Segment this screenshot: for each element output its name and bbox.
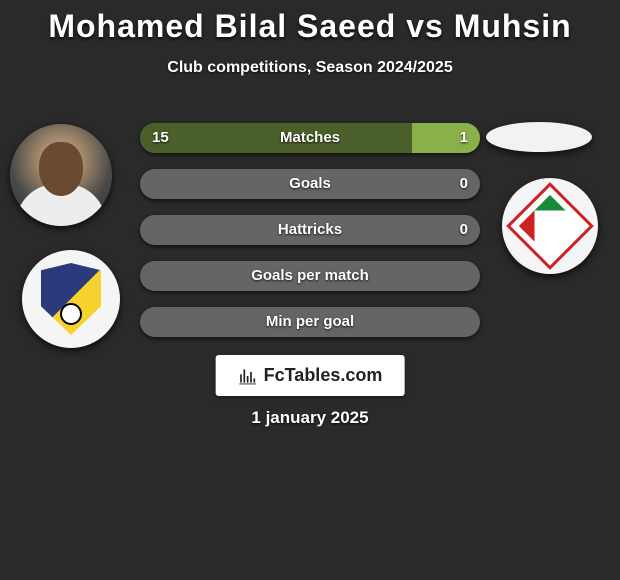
stat-row: Matches15 1 bbox=[140, 123, 480, 153]
branding-badge: FcTables.com bbox=[216, 355, 405, 396]
date-label: 1 january 2025 bbox=[0, 408, 620, 428]
club-left-badge bbox=[22, 250, 120, 348]
stat-value-right: 1 bbox=[460, 123, 468, 153]
stat-value-right: 0 bbox=[460, 169, 468, 199]
stat-label: Min per goal bbox=[140, 307, 480, 337]
stat-label: Goals bbox=[140, 169, 480, 199]
stat-row: Goals0 bbox=[140, 169, 480, 199]
stat-row: Goals per match bbox=[140, 261, 480, 291]
stat-label: Hattricks bbox=[140, 215, 480, 245]
stat-row: Hattricks0 bbox=[140, 215, 480, 245]
player-left-avatar bbox=[10, 124, 112, 226]
subtitle: Club competitions, Season 2024/2025 bbox=[0, 59, 620, 77]
stat-value-right: 0 bbox=[460, 215, 468, 245]
stat-label: Goals per match bbox=[140, 261, 480, 291]
stats-panel: Matches151Goals0Hattricks0Goals per matc… bbox=[140, 123, 480, 353]
stat-value-left: 15 bbox=[152, 123, 169, 153]
stat-label: Matches bbox=[140, 123, 480, 153]
player-right-avatar bbox=[486, 122, 592, 152]
page-title: Mohamed Bilal Saeed vs Muhsin bbox=[0, 0, 620, 45]
stat-row: Min per goal bbox=[140, 307, 480, 337]
branding-text: FcTables.com bbox=[264, 365, 383, 386]
club-right-badge bbox=[502, 178, 598, 274]
chart-icon bbox=[238, 366, 258, 386]
